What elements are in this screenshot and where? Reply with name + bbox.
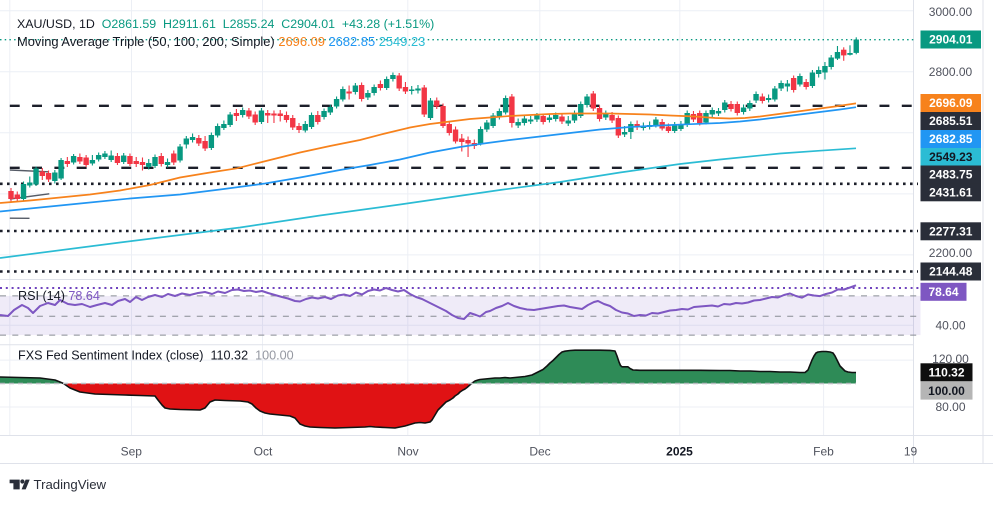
- svg-text:2696.09: 2696.09: [929, 96, 973, 110]
- svg-text:78.64: 78.64: [928, 285, 958, 299]
- svg-text:40.00: 40.00: [935, 319, 965, 333]
- svg-text:Feb: Feb: [813, 445, 834, 459]
- svg-text:2685.51: 2685.51: [929, 114, 973, 128]
- svg-text:2144.48: 2144.48: [929, 265, 973, 279]
- svg-text:2431.61: 2431.61: [929, 186, 973, 200]
- svg-text:3000.00: 3000.00: [929, 5, 973, 19]
- svg-text:2549.23: 2549.23: [929, 150, 973, 164]
- svg-text:2904.01: 2904.01: [929, 33, 973, 47]
- svg-text:TradingView: TradingView: [34, 477, 107, 492]
- svg-text:2200.00: 2200.00: [929, 246, 973, 260]
- svg-text:2682.85: 2682.85: [929, 132, 973, 146]
- svg-text:Dec: Dec: [529, 445, 550, 459]
- svg-text:Oct: Oct: [254, 445, 273, 459]
- svg-text:2800.00: 2800.00: [929, 65, 973, 79]
- svg-text:110.32: 110.32: [928, 366, 964, 380]
- svg-text:Nov: Nov: [397, 445, 418, 459]
- svg-text:FXS Fed Sentiment Index (close: FXS Fed Sentiment Index (close) 110.32 1…: [18, 349, 294, 363]
- svg-text:2025: 2025: [666, 445, 693, 459]
- svg-text:80.00: 80.00: [935, 400, 965, 414]
- svg-text:2483.75: 2483.75: [929, 168, 973, 182]
- svg-text:XAU/USD, 1D O2861.59 H2911.6: XAU/USD, 1D O2861.59 H2911.61 L2855.24 C…: [17, 17, 434, 31]
- svg-text:120.00: 120.00: [932, 352, 969, 366]
- svg-text:19: 19: [904, 445, 918, 459]
- svg-text:100.00: 100.00: [928, 384, 965, 398]
- svg-text:Moving Average Triple (50, 100: Moving Average Triple (50, 100, 200, Sim…: [17, 34, 425, 49]
- svg-text:Sep: Sep: [121, 445, 143, 459]
- svg-text:RSI (14) 78.64: RSI (14) 78.64: [18, 289, 100, 303]
- svg-text:2277.31: 2277.31: [929, 225, 973, 239]
